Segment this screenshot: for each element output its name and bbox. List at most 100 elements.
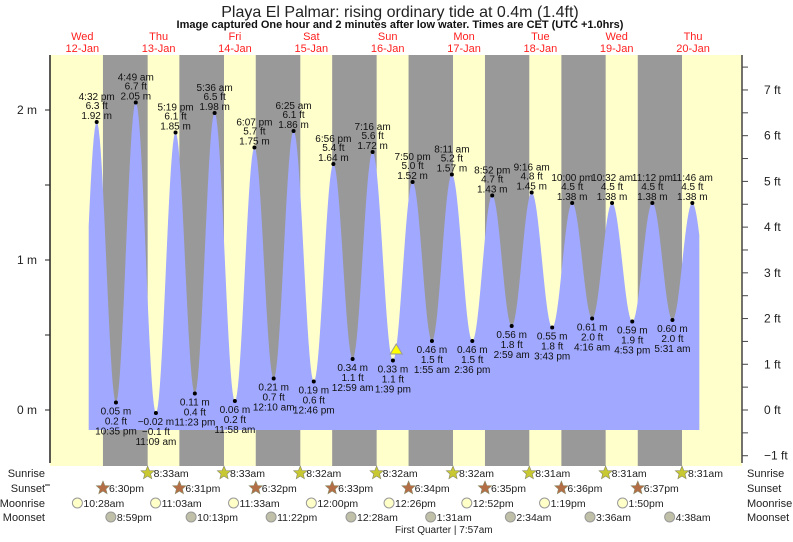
high-tide-point [94, 120, 99, 124]
event-time: 2:34am [516, 512, 551, 524]
event-time: 1:50pm [629, 498, 664, 510]
event-time: 6:35pm [491, 483, 526, 495]
day-label: Tue [531, 31, 550, 43]
moonrise-icon [539, 497, 551, 509]
right-tick-label: 5 ft [764, 174, 781, 188]
low-tide-point [509, 324, 514, 328]
low-tide-label: 1:39 pm [375, 385, 411, 396]
event-time: 12:00pm [317, 498, 358, 510]
low-tide-point [192, 391, 197, 396]
day-label: Mon [453, 31, 474, 43]
right-tick-label: 6 ft [764, 129, 781, 143]
sunrise-icon [521, 465, 537, 480]
high-tide-label: 8:52 pm [474, 166, 510, 177]
event-time: 1:31am [437, 512, 472, 524]
high-tide-label: 1.38 m [597, 192, 628, 203]
event-time: 6:37pm [644, 483, 679, 495]
date-label: 15-Jan [295, 43, 329, 55]
day-label: Wed [71, 31, 93, 43]
right-tick-label: 3 ft [764, 266, 781, 280]
date-label: 14-Jan [218, 43, 252, 55]
high-tide-label: 4.5 ft [681, 182, 703, 193]
high-tide-label: 1.92 m [81, 111, 112, 122]
low-tide-label: 1:55 am [414, 365, 450, 376]
high-tide-label: 6.1 ft [164, 112, 186, 123]
high-tide-label: 4.8 ft [521, 172, 543, 183]
low-tide-label: 0.11 m [180, 398, 210, 409]
moonset-icon [185, 511, 197, 523]
day-label: Thu [149, 31, 168, 43]
low-tide-label: 2:36 pm [454, 365, 490, 376]
high-tide-label: 4:32 pm [79, 92, 115, 103]
right-tick-label: 1 ft [764, 357, 781, 371]
high-tide-label: 9:16 am [514, 163, 550, 174]
sunrise-icon [369, 465, 385, 480]
low-tide-point [153, 411, 158, 415]
event-time: 12:26pm [395, 498, 436, 510]
row-label-left: Sunrise [8, 468, 45, 480]
date-label: 12-Jan [65, 43, 99, 55]
high-tide-label: 4.7 ft [481, 175, 503, 186]
low-tide-point [390, 358, 395, 363]
sunset-icon [248, 480, 264, 495]
sunset-icon [95, 480, 111, 495]
moonrise-icon [383, 497, 395, 509]
high-tide-label: 5.0 ft [401, 161, 423, 172]
high-tide-label: 1.45 m [516, 182, 547, 193]
low-tide-label: 0.46 m [457, 345, 488, 356]
event-time: 12:28am [357, 512, 398, 524]
moonrise-icon [305, 497, 317, 509]
low-tide-label: 0.33 m [378, 365, 409, 376]
moonset-icon [425, 511, 437, 523]
low-tide-label: 11:09 am [135, 437, 176, 448]
high-tide-label: 4.5 ft [641, 182, 663, 193]
moonset-icon [105, 511, 117, 523]
sunset-icon [401, 480, 416, 495]
high-tide-label: 1.38 m [677, 192, 708, 203]
low-tide-label: 0.19 m [298, 386, 329, 397]
low-tide-label: 12:59 am [332, 383, 374, 394]
low-tide-label: 1.8 ft [541, 342, 563, 353]
high-tide-label: 1.38 m [557, 192, 588, 203]
moonrise-icon [228, 497, 240, 509]
event-time: 8:32am [306, 468, 341, 480]
moonrise-icon [71, 497, 83, 509]
event-time: 8:31am [612, 468, 647, 480]
low-tide-label: 11:58 am [214, 425, 255, 436]
event-time: 10:28am [83, 498, 124, 510]
date-label: 18-Jan [524, 43, 558, 55]
low-tide-label: 1.5 ft [461, 355, 483, 366]
high-tide-label: 1.85 m [160, 122, 191, 133]
row-label-left: Moonrise [0, 498, 45, 510]
high-tide-label: 2.05 m [120, 92, 151, 103]
tide-curve [88, 102, 700, 430]
sunset-icon [324, 480, 340, 495]
event-time: 6:31pm [185, 483, 220, 495]
high-tide-label: 4.5 ft [601, 182, 623, 193]
low-tide-point [311, 379, 316, 384]
high-tide-label: 6.7 ft [125, 82, 147, 93]
event-time: 11:33am [240, 498, 280, 510]
high-tide-label: 5:36 am [197, 83, 233, 94]
low-tide-label: 4:16 am [574, 343, 610, 354]
event-time: 11:22pm [277, 512, 317, 524]
high-tide-label: 10:00 pm [551, 173, 593, 184]
low-tide-label: 2.0 ft [581, 333, 603, 344]
moonset-icon [504, 511, 516, 523]
moonset-icon [584, 511, 596, 523]
row-label-left: Moonset [3, 512, 45, 524]
high-tide-label: 11:12 pm [632, 173, 673, 184]
high-tide-point [173, 130, 178, 135]
low-tide-point [550, 325, 555, 330]
left-tick-label: 2 m [17, 103, 37, 117]
chart-subtitle: Image captured One hour and 2 minutes af… [177, 19, 624, 31]
high-tide-point [449, 172, 454, 177]
day-label: Sun [378, 31, 398, 43]
low-tide-label: 0.6 ft [303, 396, 325, 407]
high-tide-point [570, 201, 575, 205]
high-tide-point [252, 145, 257, 150]
high-tide-label: 1.57 m [437, 164, 468, 175]
sunrise-icon [140, 465, 156, 480]
high-tide-label: 1.38 m [637, 192, 668, 203]
low-tide-label: 1.5 ft [421, 355, 443, 366]
